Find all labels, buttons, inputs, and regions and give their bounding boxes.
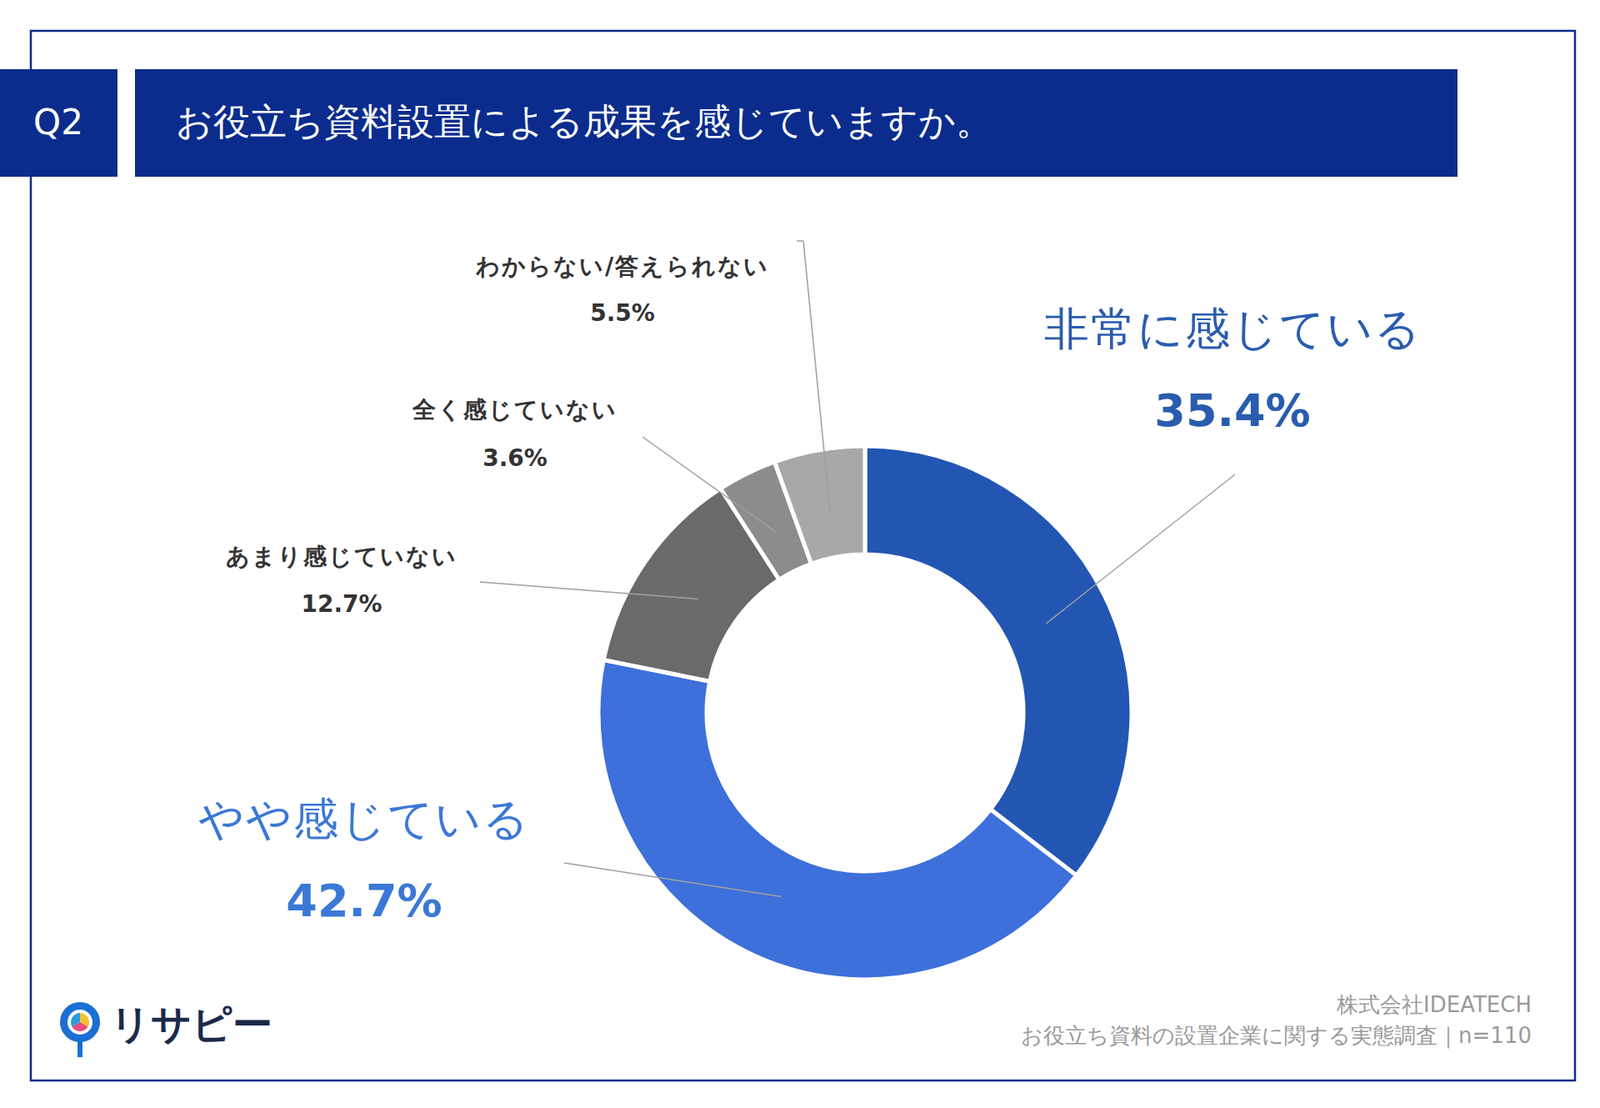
logo [60, 1001, 100, 1057]
category-label: 全く感じていない [411, 395, 618, 424]
logo-icon [77, 1040, 83, 1057]
slice [775, 445, 866, 564]
question-label: Q2 [33, 101, 84, 143]
logo-icon [70, 1012, 80, 1027]
leader-line [1045, 474, 1235, 624]
title-bar [135, 69, 1458, 177]
logo-text: リサピー [110, 1000, 273, 1047]
chart: Q2 お役立ち資料設置による成果を感じていますか。非常に感じている 35.4% やや感… [0, 0, 1600, 1108]
logo-icon [60, 1001, 100, 1042]
title: お役立ち資料設置による成果を感じていますか。 [175, 100, 993, 143]
leader-line [796, 240, 804, 242]
data-label: 42.7% [285, 874, 442, 927]
donut [598, 445, 1132, 980]
source-survey: お役立ち資料の設置企業に関する実態調査｜n=110 [1020, 1022, 1532, 1049]
data-label: 12.7% [300, 590, 382, 618]
category-label: 非常に感じている [1044, 302, 1422, 355]
leader-line [642, 436, 776, 532]
slice [865, 445, 1132, 875]
category-label: わからない/答えられない [475, 252, 770, 280]
data-label: 3.6% [482, 444, 548, 472]
source-company: 株式会社IDEATECH [1335, 991, 1532, 1017]
category-label: やや感じている [198, 792, 530, 845]
data-label: 35.4% [1154, 384, 1310, 437]
leader-line [564, 862, 782, 896]
slice [598, 660, 1077, 980]
logo-icon [67, 1009, 93, 1035]
leader-line [480, 581, 699, 599]
leader-line [803, 240, 830, 514]
question-box [0, 69, 118, 177]
category-label: あまり感じていない [225, 542, 458, 570]
data-label: 5.5% [590, 299, 655, 327]
frame [30, 30, 1575, 1080]
